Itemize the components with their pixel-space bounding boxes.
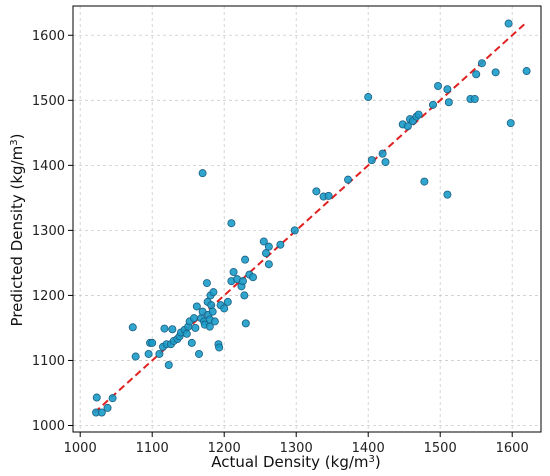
data-point bbox=[144, 349, 153, 358]
data-point bbox=[264, 260, 273, 269]
data-point bbox=[477, 59, 486, 68]
data-point bbox=[491, 68, 500, 77]
data-point bbox=[229, 268, 238, 277]
data-point bbox=[444, 98, 453, 107]
data-point bbox=[208, 307, 217, 316]
x-axis-ticks: 1000 1100 1200 1300 1400 1500 1600 bbox=[64, 432, 529, 456]
x-axis-label-main: Actual Density (kg/m bbox=[211, 453, 368, 471]
data-point bbox=[504, 19, 513, 28]
x-tick-label: 1400 bbox=[352, 441, 385, 456]
data-point bbox=[194, 349, 203, 358]
x-tick-label: 1200 bbox=[208, 441, 241, 456]
x-tick-label: 1300 bbox=[280, 441, 313, 456]
data-point bbox=[414, 110, 423, 119]
reference-line bbox=[93, 21, 528, 414]
y-axis-label: Predicted Density (kg/m3) bbox=[8, 134, 26, 327]
data-point bbox=[189, 314, 198, 323]
plot-frame bbox=[72, 5, 542, 433]
x-tick-label: 1000 bbox=[64, 441, 97, 456]
data-point bbox=[344, 175, 353, 184]
data-point bbox=[202, 279, 211, 288]
data-points bbox=[92, 19, 531, 417]
x-axis-label-end: ) bbox=[375, 453, 381, 471]
data-point bbox=[227, 219, 236, 228]
data-point bbox=[276, 240, 285, 249]
x-tick-label: 1100 bbox=[136, 441, 169, 456]
data-point bbox=[92, 393, 101, 402]
data-point bbox=[182, 329, 191, 338]
y-tick-label: 1500 bbox=[32, 94, 65, 109]
x-axis-label-superscript: 3 bbox=[369, 454, 375, 465]
data-point bbox=[215, 343, 224, 352]
y-tick-label: 1300 bbox=[32, 224, 65, 239]
data-point bbox=[155, 349, 164, 358]
y-tick-label: 1600 bbox=[32, 29, 65, 44]
data-point bbox=[367, 156, 376, 165]
data-point bbox=[261, 249, 270, 258]
data-point bbox=[128, 323, 137, 332]
data-point bbox=[209, 288, 218, 297]
data-point bbox=[238, 277, 247, 286]
data-point bbox=[264, 242, 273, 251]
data-point bbox=[220, 304, 229, 313]
data-point bbox=[324, 191, 333, 200]
data-point bbox=[164, 361, 173, 370]
data-point bbox=[241, 319, 250, 328]
data-point bbox=[210, 317, 219, 326]
data-point bbox=[428, 100, 437, 109]
data-point bbox=[364, 93, 373, 102]
x-axis-label: Actual Density (kg/m3) bbox=[211, 453, 381, 471]
y-tick-label: 1000 bbox=[32, 419, 65, 434]
data-point bbox=[168, 325, 177, 334]
data-point bbox=[198, 169, 207, 178]
y-tick-label: 1100 bbox=[32, 354, 65, 369]
data-point bbox=[472, 70, 481, 79]
data-point bbox=[241, 255, 250, 264]
data-point bbox=[403, 122, 412, 131]
y-axis-ticks: 1000 1100 1200 1300 1400 1500 1600 bbox=[32, 29, 73, 434]
x-tick-label: 1600 bbox=[496, 441, 529, 456]
data-point bbox=[160, 324, 169, 333]
data-point bbox=[290, 226, 299, 235]
y-axis-label-superscript: 3 bbox=[9, 139, 20, 145]
reference-line-group bbox=[93, 21, 528, 414]
x-tick-label: 1500 bbox=[424, 441, 457, 456]
data-point bbox=[248, 273, 257, 282]
data-point bbox=[97, 408, 106, 417]
data-point bbox=[223, 297, 232, 306]
data-point bbox=[312, 187, 321, 196]
data-point bbox=[131, 352, 140, 361]
data-point bbox=[443, 85, 452, 94]
y-axis-label-main: Predicted Density (kg/m bbox=[8, 146, 26, 327]
data-point bbox=[506, 119, 515, 128]
data-point bbox=[148, 338, 157, 347]
data-point bbox=[434, 81, 443, 90]
data-point bbox=[192, 302, 201, 311]
data-point bbox=[259, 237, 268, 246]
data-point bbox=[191, 323, 200, 332]
y-axis-label-end: ) bbox=[8, 134, 26, 140]
y-tick-label: 1200 bbox=[32, 289, 65, 304]
data-point bbox=[443, 190, 452, 199]
data-point bbox=[381, 158, 390, 167]
data-point bbox=[205, 322, 214, 331]
data-point bbox=[103, 403, 112, 412]
data-point bbox=[522, 67, 531, 76]
data-point bbox=[378, 149, 387, 158]
data-point bbox=[240, 291, 249, 300]
y-tick-label: 1400 bbox=[32, 159, 65, 174]
data-point bbox=[420, 177, 429, 186]
data-point bbox=[108, 394, 117, 403]
data-point bbox=[187, 338, 196, 347]
data-point bbox=[207, 301, 216, 310]
data-point bbox=[470, 95, 479, 104]
